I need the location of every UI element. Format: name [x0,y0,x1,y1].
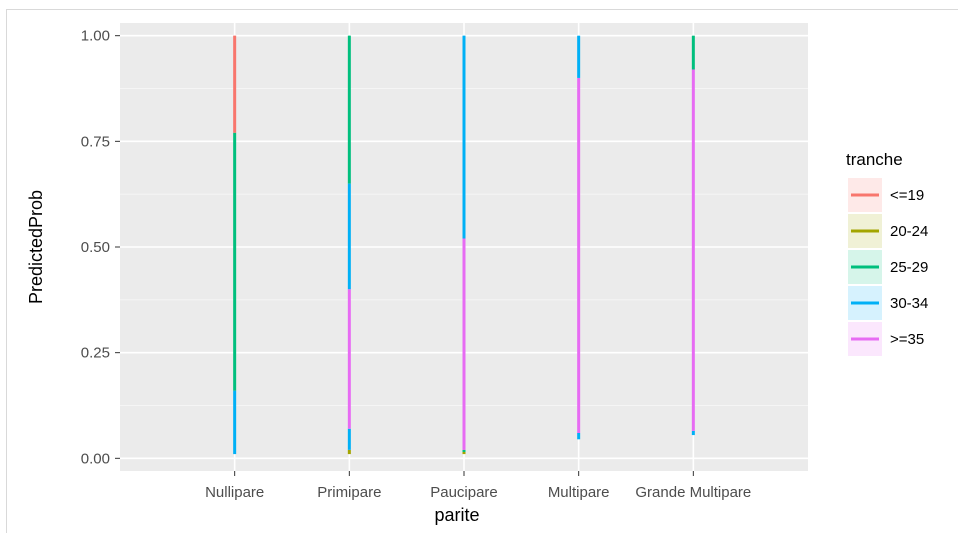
y-axis: 0.00 0.25 0.50 0.75 1.00 [81,28,120,467]
x-tick-label: Grande Multipare [635,484,751,501]
x-tick-label: Paucipare [430,484,498,501]
legend-label: <=19 [890,187,924,204]
legend-title: tranche [846,150,903,169]
frame-top-border [6,9,958,10]
legend-label: 30-34 [890,295,928,312]
y-axis-label: PredictedProb [26,190,46,304]
x-axis: Nullipare Primipare Paucipare Multipare Gran… [205,471,751,501]
legend: tranche <=19 20-24 25-29 30-34 >=35 [846,150,928,356]
x-axis-label: parite [434,505,479,525]
legend-label: >=35 [890,331,924,348]
frame-left-border [6,9,7,533]
y-tick-label: 0.25 [81,345,110,362]
x-tick-label: Multipare [548,484,610,501]
legend-label: 25-29 [890,259,928,276]
legend-label: 20-24 [890,223,928,240]
y-tick-label: 0.75 [81,133,110,150]
y-tick-label: 0.50 [81,239,110,256]
data-segments [233,35,695,455]
y-tick-label: 0.00 [81,450,110,467]
y-tick-label: 1.00 [81,28,110,45]
x-tick-label: Primipare [317,484,381,501]
x-tick-label: Nullipare [205,484,264,501]
